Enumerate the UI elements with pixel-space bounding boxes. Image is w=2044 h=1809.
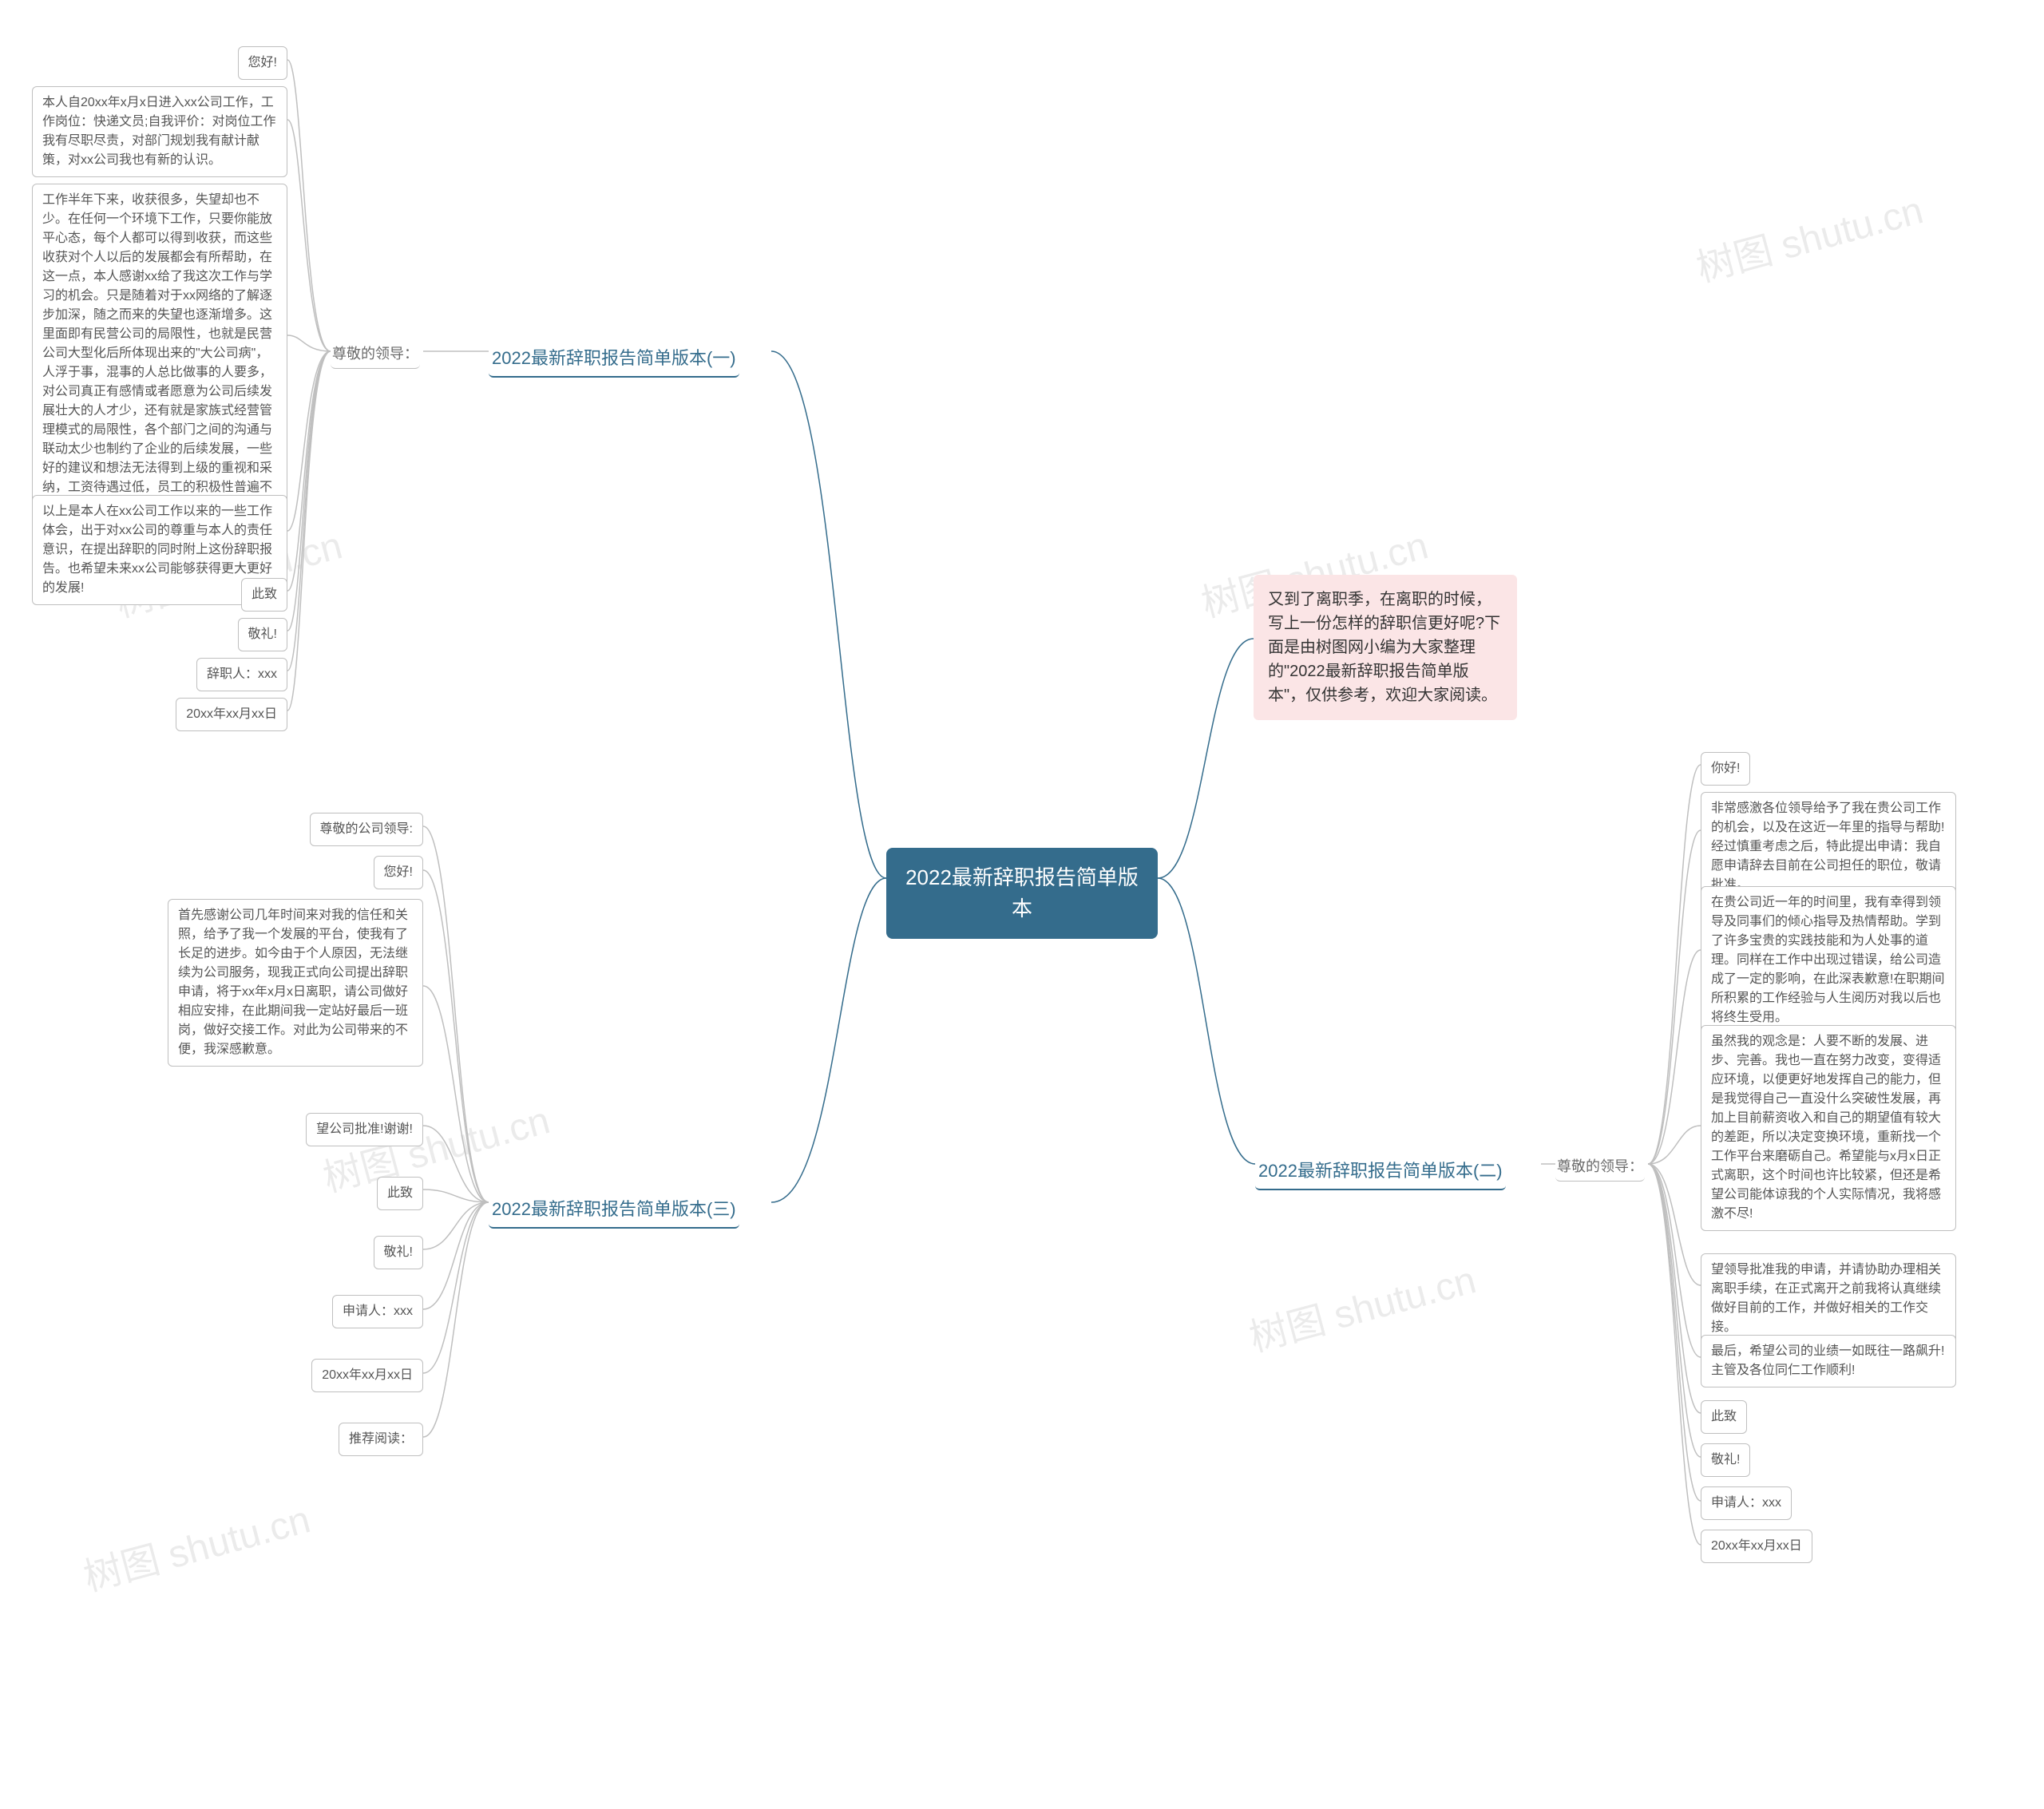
branch3-leaf-4: 此致 (377, 1177, 423, 1210)
branch1-leaf-0: 您好! (238, 46, 287, 80)
branch3-leaf-1: 您好! (374, 856, 423, 889)
branch2-sub[interactable]: 尊敬的领导： (1555, 1153, 1645, 1182)
branch3-leaf-8: 推荐阅读： (339, 1423, 423, 1456)
watermark: 树图 shutu.cn (1689, 179, 1928, 293)
branch3-leaf-2: 首先感谢公司几年时间来对我的信任和关照，给予了我一个发展的平台，使我有了长足的进… (168, 899, 423, 1067)
branch1-leaf-5: 敬礼! (238, 618, 287, 651)
branch2-title[interactable]: 2022最新辞职报告简单版本(二) (1255, 1153, 1506, 1190)
branch1-title[interactable]: 2022最新辞职报告简单版本(一) (489, 340, 739, 378)
branch1-leaf-6: 辞职人：xxx (196, 658, 287, 691)
branch3-title[interactable]: 2022最新辞职报告简单版本(三) (489, 1191, 739, 1229)
branch2-leaf-7: 敬礼! (1701, 1443, 1750, 1477)
branch2-leaf-4: 望领导批准我的申请，并请协助办理相关离职手续，在正式离开之前我将认真继续做好目前… (1701, 1253, 1956, 1344)
watermark: 树图 shutu.cn (1242, 1249, 1481, 1363)
branch1-leaf-4: 此致 (241, 578, 287, 612)
branch3-leaf-0: 尊敬的公司领导: (310, 813, 423, 846)
branch1-leaf-7: 20xx年xx月xx日 (176, 698, 287, 731)
branch1-leaf-2: 工作半年下来，收获很多，失望却也不少。在任何一个环境下工作，只要你能放平心态，每… (32, 184, 287, 524)
center-node[interactable]: 2022最新辞职报告简单版本 (886, 848, 1158, 939)
branch2-leaf-5: 最后，希望公司的业绩一如既往一路飙升!主管及各位同仁工作顺利! (1701, 1335, 1956, 1387)
intro-node: 又到了离职季，在离职的时候，写上一份怎样的辞职信更好呢?下面是由树图网小编为大家… (1254, 575, 1517, 720)
branch2-leaf-8: 申请人：xxx (1701, 1486, 1792, 1520)
branch1-leaf-1: 本人自20xx年x月x日进入xx公司工作，工作岗位：快递文员;自我评价：对岗位工… (32, 86, 287, 177)
branch3-leaf-6: 申请人：xxx (332, 1295, 423, 1328)
branch2-leaf-9: 20xx年xx月xx日 (1701, 1530, 1812, 1563)
branch3-leaf-5: 敬礼! (374, 1236, 423, 1269)
branch3-leaf-3: 望公司批准!谢谢! (306, 1113, 423, 1146)
branch2-leaf-3: 虽然我的观念是：人要不断的发展、进步、完善。我也一直在努力改变，变得适应环境，以… (1701, 1025, 1956, 1231)
branch3-leaf-7: 20xx年xx月xx日 (311, 1359, 423, 1392)
watermark: 树图 shutu.cn (77, 1488, 315, 1602)
branch1-sub[interactable]: 尊敬的领导： (331, 340, 420, 369)
branch2-leaf-0: 你好! (1701, 752, 1750, 786)
branch2-leaf-6: 此致 (1701, 1400, 1747, 1434)
branch2-leaf-2: 在贵公司近一年的时间里，我有幸得到领导及同事们的倾心指导及热情帮助。学到了许多宝… (1701, 886, 1956, 1035)
